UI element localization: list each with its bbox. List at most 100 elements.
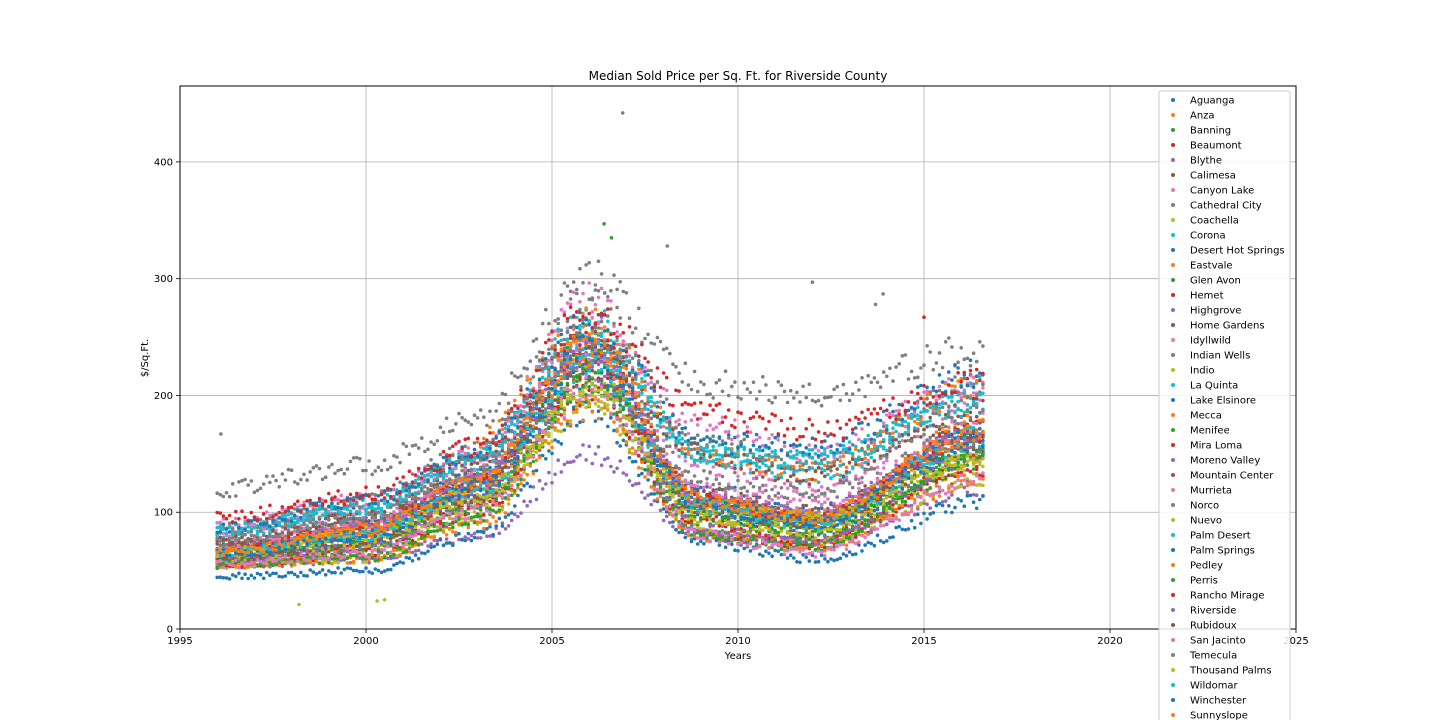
data-point bbox=[466, 468, 471, 473]
data-point bbox=[761, 470, 765, 474]
data-point bbox=[547, 449, 551, 453]
data-point bbox=[305, 574, 309, 578]
data-point bbox=[919, 366, 923, 370]
data-point bbox=[333, 547, 337, 552]
data-point bbox=[863, 493, 867, 497]
data-point bbox=[578, 324, 582, 328]
data-point bbox=[571, 459, 576, 464]
data-point bbox=[798, 460, 802, 465]
data-point bbox=[265, 474, 269, 479]
data-point bbox=[863, 456, 867, 461]
data-point bbox=[661, 518, 666, 523]
data-point bbox=[472, 531, 477, 536]
data-point bbox=[847, 522, 852, 526]
data-point bbox=[354, 568, 359, 573]
data-point bbox=[640, 466, 644, 471]
data-point bbox=[739, 460, 743, 465]
data-point bbox=[274, 528, 278, 533]
data-point bbox=[934, 465, 939, 470]
data-point bbox=[221, 531, 226, 536]
data-point bbox=[506, 524, 511, 528]
data-point bbox=[410, 444, 415, 448]
data-point bbox=[423, 484, 427, 489]
data-point bbox=[215, 575, 219, 580]
data-point bbox=[404, 444, 409, 449]
data-point bbox=[500, 524, 505, 528]
data-point bbox=[547, 402, 551, 407]
data-point bbox=[730, 437, 734, 442]
data-point bbox=[881, 421, 886, 425]
data-point bbox=[525, 504, 529, 508]
data-point bbox=[689, 418, 694, 423]
data-point bbox=[819, 452, 824, 456]
data-point bbox=[664, 388, 669, 393]
data-point bbox=[736, 549, 740, 553]
data-point bbox=[888, 411, 892, 416]
data-point bbox=[804, 395, 808, 400]
data-point bbox=[243, 572, 247, 576]
data-point bbox=[748, 390, 753, 395]
data-point bbox=[227, 494, 232, 499]
data-point bbox=[943, 499, 948, 503]
data-point bbox=[528, 484, 533, 489]
data-point bbox=[891, 535, 895, 539]
data-point bbox=[265, 510, 269, 514]
data-point bbox=[469, 533, 474, 538]
data-point bbox=[547, 470, 551, 475]
data-point bbox=[432, 538, 437, 543]
data-point bbox=[466, 446, 471, 450]
data-point bbox=[863, 394, 867, 399]
data-point bbox=[978, 340, 982, 344]
data-point bbox=[937, 402, 942, 407]
data-point bbox=[249, 573, 254, 578]
data-point bbox=[578, 453, 582, 457]
data-point bbox=[702, 541, 706, 546]
data-point bbox=[534, 364, 539, 369]
data-point bbox=[962, 485, 967, 490]
data-point bbox=[618, 459, 622, 463]
data-point bbox=[872, 449, 877, 454]
data-point bbox=[621, 431, 626, 435]
data-point bbox=[847, 451, 852, 455]
data-point bbox=[559, 293, 564, 297]
data-point bbox=[782, 470, 787, 475]
data-point bbox=[630, 439, 635, 443]
data-point bbox=[751, 439, 756, 444]
data-point bbox=[773, 395, 777, 400]
data-point bbox=[671, 520, 675, 524]
data-point bbox=[643, 373, 647, 378]
data-point bbox=[649, 492, 653, 496]
data-point bbox=[255, 532, 260, 536]
data-point bbox=[937, 502, 942, 506]
data-point bbox=[733, 510, 737, 515]
data-point bbox=[981, 438, 985, 443]
data-point bbox=[736, 500, 740, 504]
data-point bbox=[885, 448, 889, 453]
data-point bbox=[609, 347, 613, 352]
data-point bbox=[451, 543, 455, 548]
data-point bbox=[218, 575, 223, 579]
data-point bbox=[482, 415, 486, 420]
data-point bbox=[575, 455, 579, 459]
data-point bbox=[534, 337, 539, 341]
data-point bbox=[283, 478, 288, 482]
data-point bbox=[881, 446, 886, 451]
data-point bbox=[708, 528, 712, 532]
data-point bbox=[624, 366, 629, 371]
data-point bbox=[866, 373, 870, 378]
data-point bbox=[916, 417, 920, 421]
data-point bbox=[733, 548, 737, 552]
data-point bbox=[953, 446, 957, 450]
data-point bbox=[559, 429, 564, 434]
data-point bbox=[705, 518, 709, 522]
data-point bbox=[637, 431, 641, 436]
data-point bbox=[385, 467, 390, 472]
data-point bbox=[947, 496, 951, 500]
data-point bbox=[413, 443, 418, 447]
data-point bbox=[351, 502, 356, 507]
data-point bbox=[649, 341, 653, 345]
data-point bbox=[534, 426, 539, 431]
data-point bbox=[677, 371, 681, 376]
data-point bbox=[506, 401, 511, 406]
data-point bbox=[478, 508, 483, 512]
